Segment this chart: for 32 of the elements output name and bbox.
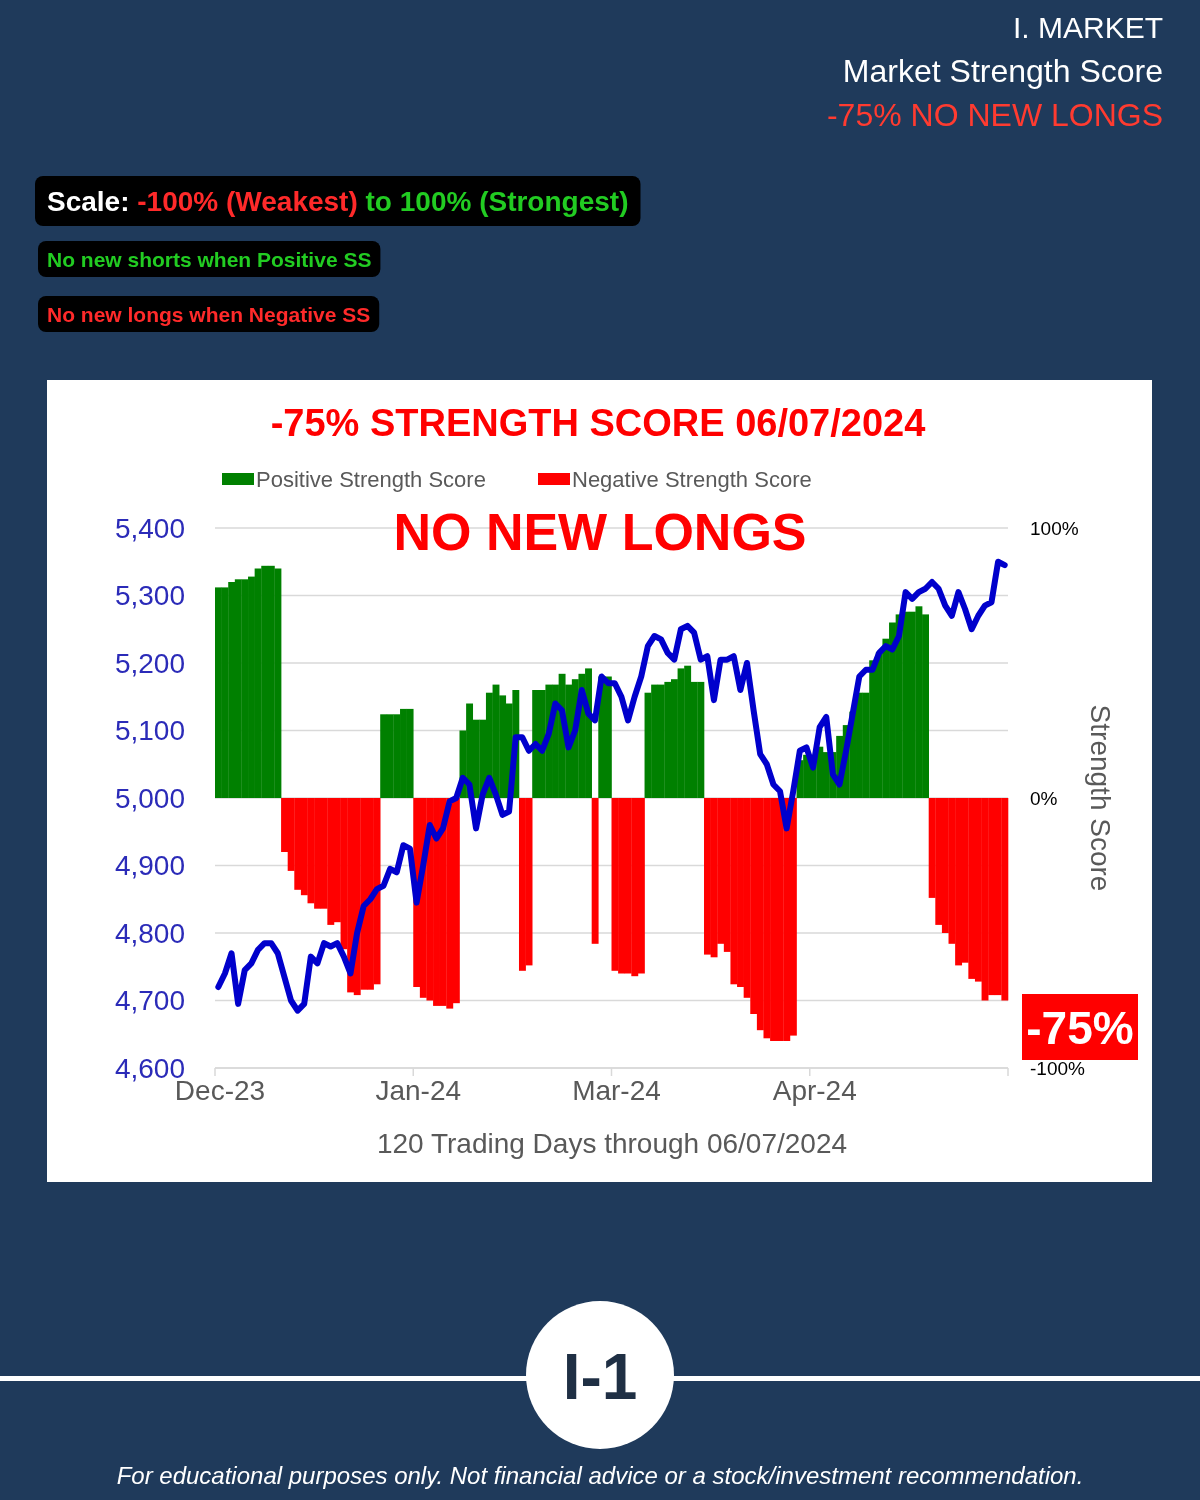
text: -100% (Weakest) <box>137 185 366 217</box>
x-tick-label: Apr-24 <box>772 1075 857 1106</box>
text: Scale: <box>47 185 138 217</box>
text: No new longs when Negative SS <box>47 302 371 326</box>
y2-axis-title: Strength Score <box>1084 704 1116 892</box>
y-tick-label: 4,800 <box>114 917 185 949</box>
text: No new shorts when Positive SS <box>47 247 372 271</box>
x-tick-label: Jan-24 <box>375 1075 462 1106</box>
y2-tick-label: 0% <box>1030 787 1058 809</box>
y-tick-label: 4,900 <box>114 850 185 881</box>
y2-tick-label: 100% <box>1030 517 1079 539</box>
text: Market Strength Score <box>842 53 1163 89</box>
y-tick-label: 5,300 <box>114 580 185 611</box>
x-axis-title: 120 Trading Days through 06/07/2024 <box>376 1128 848 1159</box>
y-tick-label: 5,400 <box>114 512 185 544</box>
x-tick-label: Mar-24 <box>572 1075 661 1106</box>
text: For educational purposes only. Not financial advice or a stock/investment recommendation. <box>116 1462 1084 1489</box>
chart-title: -75% STRENGTH SCORE 06/07/2024 <box>270 402 926 444</box>
text: I. MARKET <box>1012 11 1163 44</box>
legend-label: Negative Strength Score <box>572 466 812 492</box>
y-tick-label: 5,000 <box>114 782 185 814</box>
text: -75% <box>1026 1002 1134 1054</box>
legend-label: Positive Strength Score <box>256 466 486 492</box>
text: I-1 <box>562 1341 638 1413</box>
y2-tick-label: -100% <box>1030 1057 1086 1079</box>
bar <box>591 798 599 944</box>
text: -75% NO NEW LONGS <box>826 97 1163 133</box>
y-tick-label: 5,200 <box>114 647 185 679</box>
annotation: NO NEW LONGS <box>393 503 807 561</box>
text: to 100% (Strongest) <box>365 185 629 217</box>
y-tick-label: 5,100 <box>114 715 185 746</box>
y-tick-label: 4,700 <box>114 985 185 1016</box>
